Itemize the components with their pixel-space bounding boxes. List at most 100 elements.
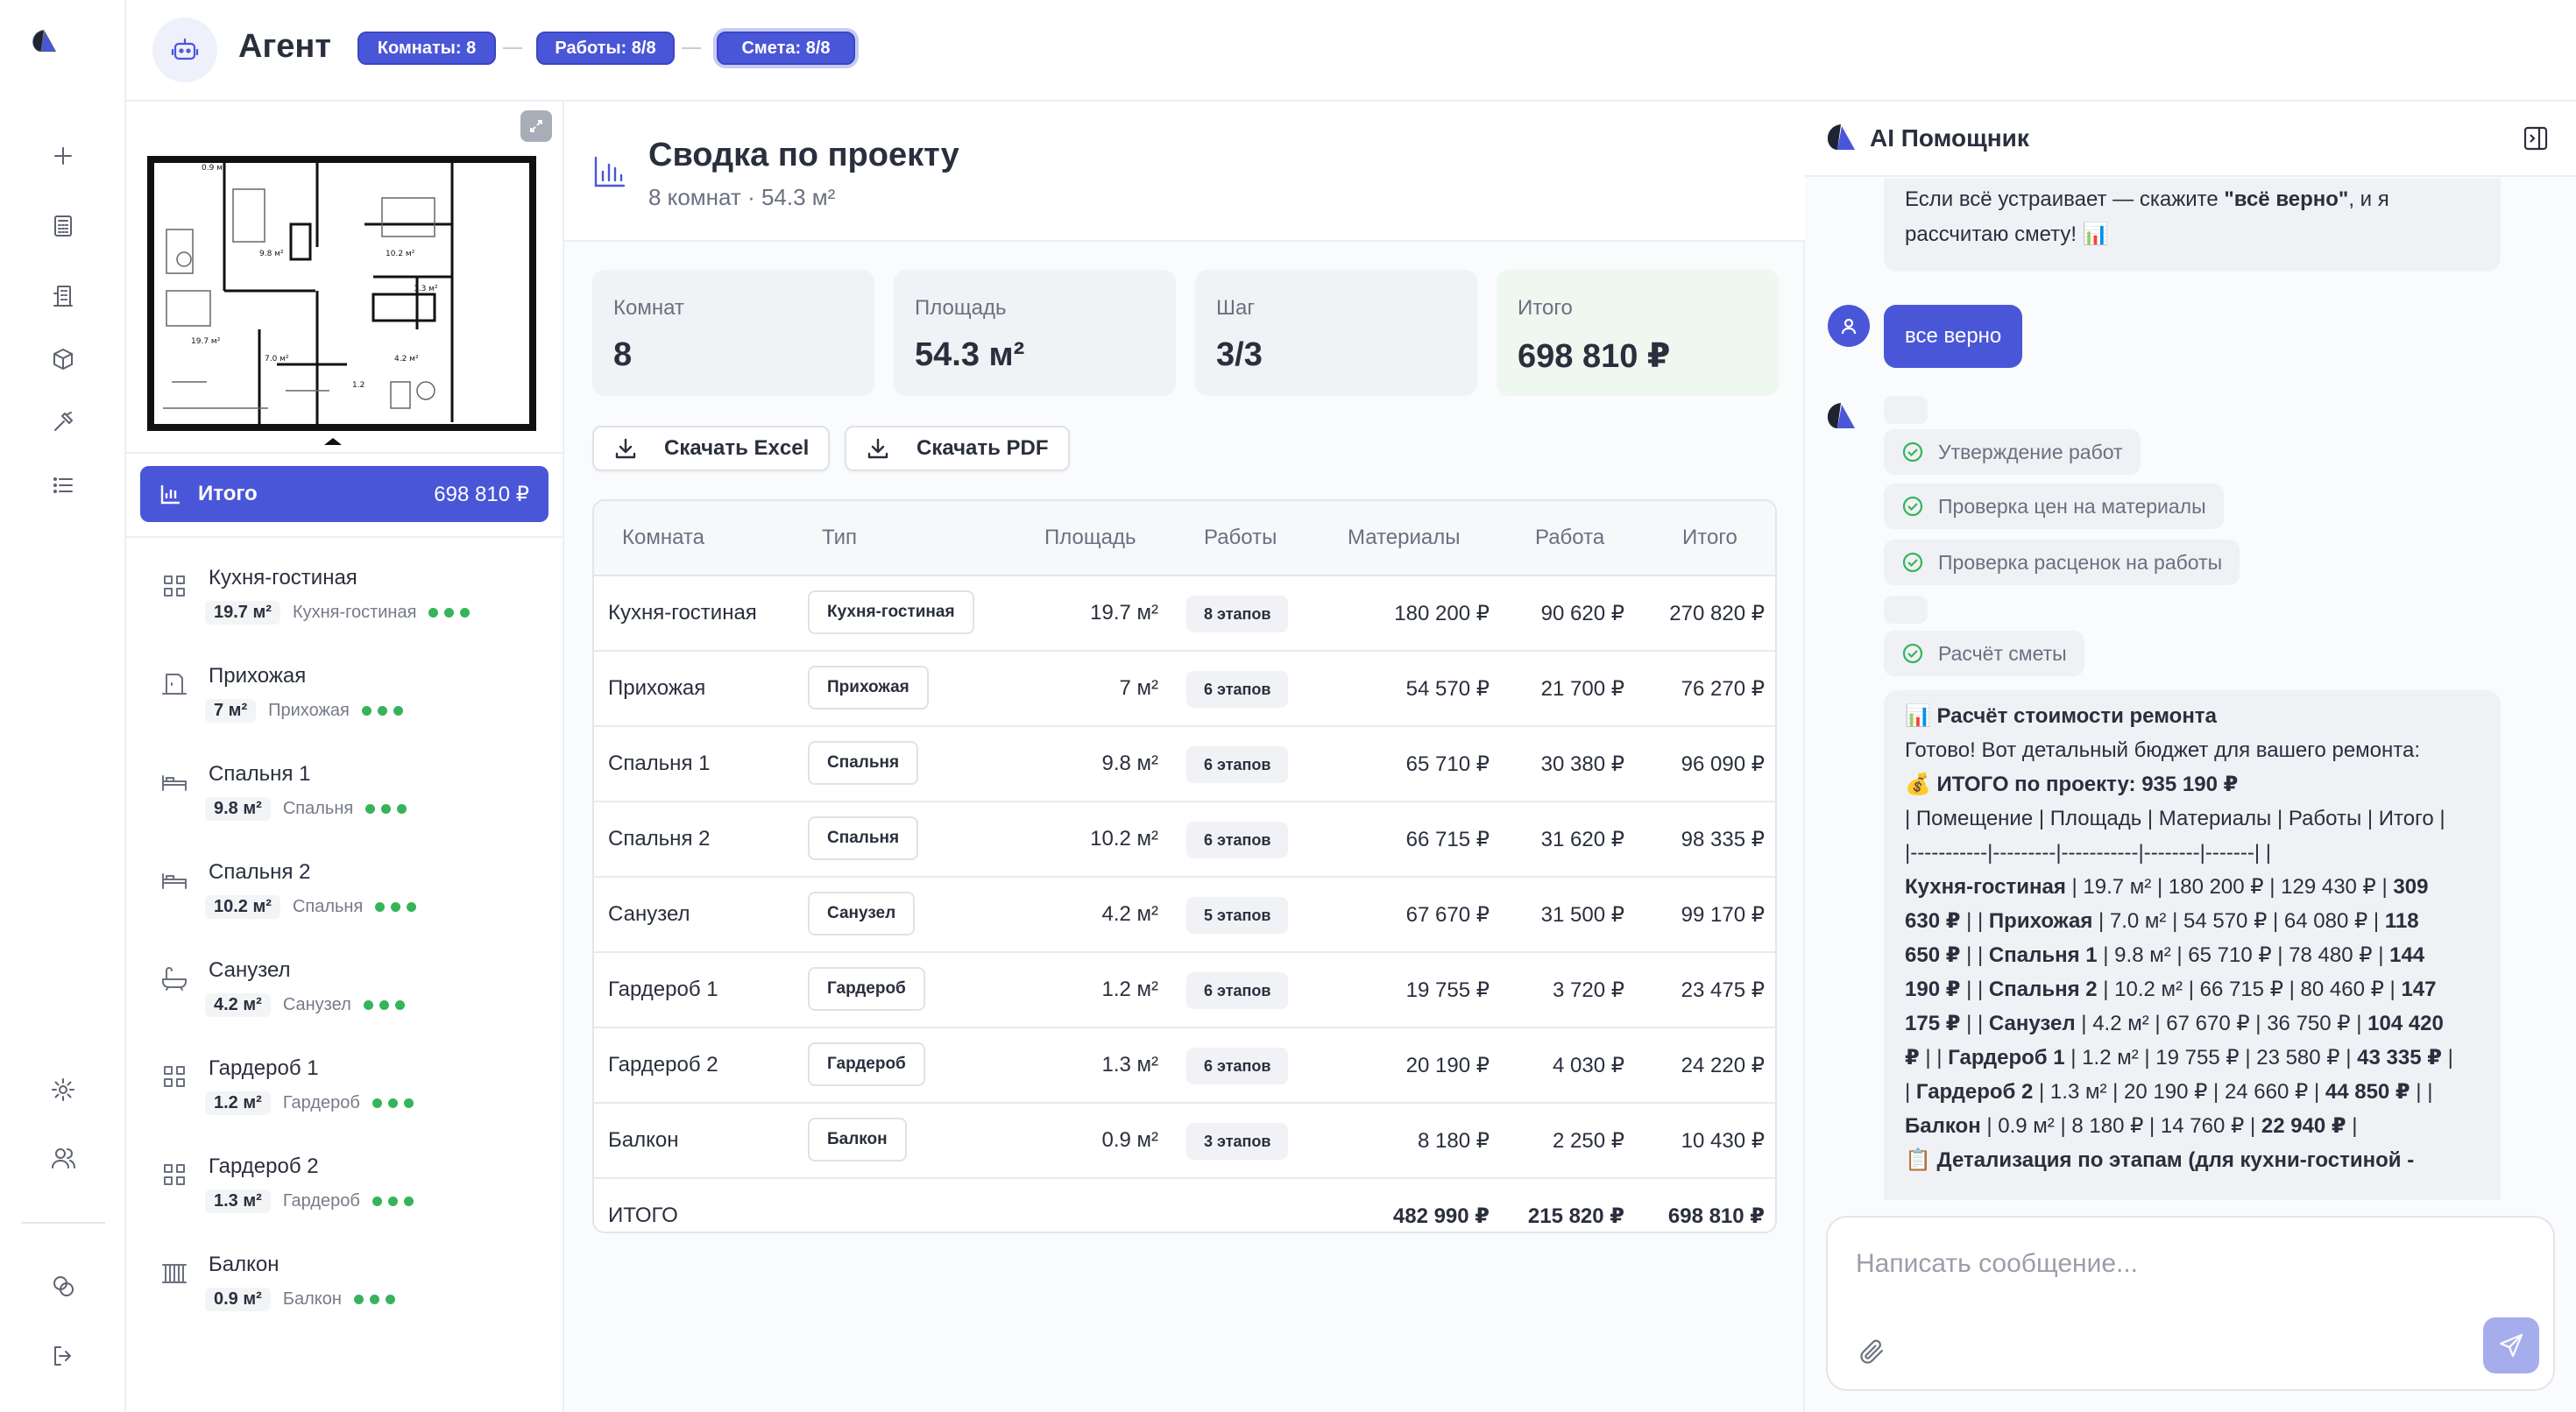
check-circle-icon — [1902, 552, 1923, 573]
col-header: Итого — [1682, 526, 1737, 549]
stat-label: Комнат — [613, 296, 684, 320]
work-cell: 3 720 ₽ — [1553, 978, 1624, 1002]
step-badge: Проверка цен на материалы — [1884, 484, 2224, 529]
materials-cell: 20 190 ₽ — [1405, 1054, 1490, 1077]
download-pdf-label: Скачать PDF — [916, 436, 1049, 460]
message-emphasis: "всё верно" — [2224, 187, 2349, 211]
check-circle-icon — [1902, 496, 1923, 517]
report-bold: 190 ₽ — [1905, 978, 1961, 1001]
message-input[interactable]: Написать сообщение... — [1856, 1249, 2139, 1278]
chat-scroll[interactable]: Если всё устраивает — скажите "всё верно… — [1805, 179, 2576, 1200]
attach-paperclip-icon[interactable] — [1858, 1337, 1887, 1366]
table-row[interactable]: Балкон Балкон 0.9 м² 3 этапов 8 180 ₽ 2 250 ₽… — [594, 1104, 1775, 1179]
room-item[interactable]: Прихожая 7 м² Прихожая — [126, 638, 564, 736]
stat-value: 3/3 — [1216, 336, 1263, 373]
works-pill[interactable]: Работы: 8/8 — [536, 32, 675, 65]
report-text: | — [1905, 1080, 1916, 1104]
total-button[interactable]: Итого 698 810 ₽ — [140, 466, 548, 522]
bed-icon — [159, 865, 189, 895]
buildings-icon[interactable] — [46, 279, 81, 314]
download-pdf-button[interactable]: Скачать PDF — [845, 426, 1070, 471]
users-icon[interactable] — [46, 1140, 81, 1175]
work-cell: 2 250 ₽ — [1553, 1129, 1624, 1153]
total-materials: 482 990 ₽ — [1392, 1204, 1490, 1228]
room-item[interactable]: Спальня 1 9.8 м² Спальня — [126, 736, 564, 834]
room-name: Спальня 1 — [209, 762, 311, 786]
report-bold: 118 — [2384, 909, 2419, 933]
message-text: Если всё устраивает — скажите — [1905, 187, 2225, 211]
send-icon — [2499, 1333, 2523, 1358]
collapse-panel-icon[interactable] — [2522, 124, 2550, 152]
stat-label: Шаг — [1216, 296, 1256, 320]
logout-icon[interactable] — [46, 1338, 81, 1373]
table-row[interactable]: Прихожая Прихожая 7 м² 6 этапов 54 570 ₽ 21 7… — [594, 652, 1775, 727]
stages-badge: 6 этапов — [1186, 972, 1289, 1009]
list-icon[interactable] — [46, 468, 81, 503]
room-item[interactable]: Спальня 2 10.2 м² Спальня — [126, 834, 564, 932]
new-icon[interactable] — [46, 138, 81, 173]
area-cell: 1.2 м² — [1101, 978, 1158, 1001]
settings-gear-icon[interactable] — [46, 1072, 81, 1107]
table-row[interactable]: Санузел Санузел 4.2 м² 5 этапов 67 670 ₽ 31 5… — [594, 878, 1775, 953]
send-button[interactable] — [2483, 1317, 2539, 1373]
robot-icon — [152, 18, 217, 82]
table-row[interactable]: Гардероб 2 Гардероб 1.3 м² 6 этапов 20 190 ₽… — [594, 1028, 1775, 1104]
status-dots — [372, 1098, 420, 1108]
expand-icon[interactable] — [520, 110, 552, 142]
type-tag: Гардероб — [808, 1042, 925, 1086]
area-cell: 0.9 м² — [1101, 1128, 1158, 1152]
plan-label: 10.2 м² — [386, 250, 415, 258]
floor-plan[interactable]: 0.9 м² 9.8 м² 10.2 м² 1.3 м² 19.7 м² 7.0… — [145, 119, 545, 540]
download-excel-button[interactable]: Скачать Excel — [592, 426, 831, 471]
table-header: Комната Тип Площадь Работы Материалы Раб… — [594, 501, 1775, 576]
room-name: Санузел — [209, 958, 291, 982]
table-row[interactable]: Кухня-гостиная Кухня-гостиная 19.7 м² 8 эта… — [594, 576, 1775, 652]
ai-assistant-panel: AI Помощник Если всё устраивает — скажит… — [1805, 102, 2576, 1412]
stat-card-total: Итого 698 810 ₽ — [1497, 270, 1779, 396]
room-item[interactable]: Кухня-гостиная 19.7 м² Кухня-гостиная — [126, 540, 564, 638]
report-intro: Готово! Вот детальный бюджет для вашего … — [1905, 738, 2421, 762]
area-cell: 19.7 м² — [1090, 601, 1158, 625]
report-bold: 43 335 ₽ — [2357, 1046, 2442, 1070]
room-item[interactable]: Гардероб 2 1.3 м² Гардероб — [126, 1128, 564, 1226]
app-logo[interactable] — [32, 28, 95, 88]
tools-icon[interactable] — [46, 405, 81, 440]
message-text: рассчитаю смету! 📊 — [1905, 222, 2109, 246]
rooms-pill[interactable]: Комнаты: 8 — [357, 32, 496, 65]
materials-cell: 65 710 ₽ — [1405, 752, 1490, 776]
materials-cell: 54 570 ₽ — [1405, 677, 1490, 701]
report-text: | 0.9 м² | 8 180 ₽ | 14 760 ₽ | — [1980, 1114, 2261, 1138]
grid-icon — [159, 1062, 189, 1091]
room-area: 0.9 м² — [205, 1288, 271, 1311]
check-circle-icon — [1902, 441, 1923, 462]
rail-divider — [21, 1222, 105, 1224]
room-type: Прихожая — [268, 701, 350, 720]
assistant-title: AI Помощник — [1870, 124, 2029, 152]
room-item[interactable]: Балкон 0.9 м² Балкон — [126, 1226, 564, 1324]
coins-icon[interactable] — [46, 1268, 81, 1303]
calculator-icon[interactable] — [46, 208, 81, 244]
plan-label: 0.9 м² — [202, 164, 226, 173]
box-icon[interactable] — [46, 342, 81, 377]
report-text: | 1.2 м² | 19 755 ₽ | 23 580 ₽ | — [2064, 1046, 2358, 1070]
report-bold: 309 — [2393, 875, 2429, 899]
area-cell: 1.3 м² — [1101, 1053, 1158, 1077]
status-dots — [361, 706, 409, 716]
icon-rail — [0, 0, 126, 1412]
table-row[interactable]: Гардероб 1 Гардероб 1.2 м² 6 этапов 19 755 ₽… — [594, 953, 1775, 1028]
room-item[interactable]: Гардероб 1 1.2 м² Гардероб — [126, 1030, 564, 1128]
estimate-report-message: 📊 Расчёт стоимости ремонта Готово! Вот д… — [1884, 690, 2501, 1200]
report-text: | | — [1919, 1046, 1949, 1070]
status-dots — [363, 1000, 411, 1010]
room-item[interactable]: Санузел 4.2 м² Санузел — [126, 932, 564, 1030]
room-area: 9.8 м² — [205, 797, 271, 821]
stat-card: Комнат 8 — [592, 270, 874, 396]
message-composer[interactable]: Написать сообщение... — [1826, 1216, 2555, 1391]
room-name: Прихожая — [209, 664, 307, 688]
table-row[interactable]: Спальня 1 Спальня 9.8 м² 6 этапов 65 710 ₽ 30… — [594, 727, 1775, 802]
estimate-pill[interactable]: Смета: 8/8 — [717, 32, 855, 65]
total-cell: 23 475 ₽ — [1681, 978, 1765, 1002]
total-cell: 10 430 ₽ — [1681, 1129, 1765, 1153]
table-row[interactable]: Спальня 2 Спальня 10.2 м² 6 этапов 66 715 ₽ 3… — [594, 802, 1775, 878]
total-cell: 270 820 ₽ — [1669, 602, 1765, 625]
